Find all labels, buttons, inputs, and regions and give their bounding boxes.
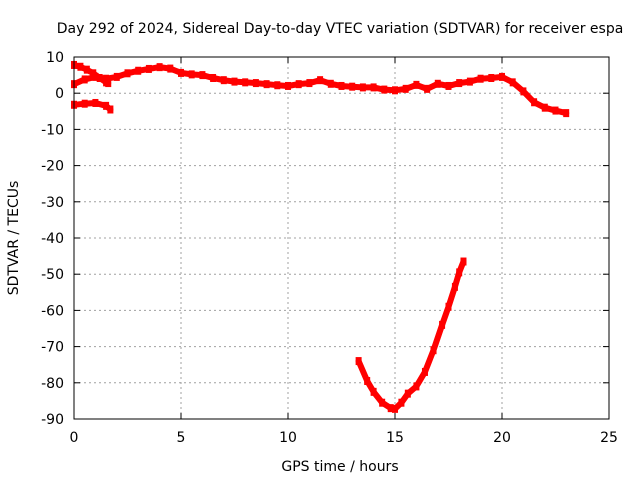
series-layer <box>71 60 570 413</box>
y-tick-label: -70 <box>41 340 64 356</box>
data-point <box>477 74 484 83</box>
x-tick-label: 0 <box>70 430 79 446</box>
x-tick-label: 20 <box>493 430 511 446</box>
chart-title: Day 292 of 2024, Sidereal Day-to-day VTE… <box>57 21 624 37</box>
data-point <box>103 101 110 110</box>
data-point <box>392 86 398 95</box>
data-point <box>295 80 302 89</box>
data-point <box>499 72 505 81</box>
data-point <box>327 79 334 88</box>
data-point <box>359 83 366 92</box>
data-point <box>338 81 345 90</box>
data-point <box>451 282 458 291</box>
x-axis-label: GPS time / hours <box>281 459 398 475</box>
data-point <box>509 78 516 87</box>
data-point <box>156 63 163 72</box>
data-point <box>355 357 362 366</box>
data-point <box>445 81 452 90</box>
data-point <box>421 367 428 376</box>
y-tick-label: -20 <box>41 159 64 175</box>
x-tick-label: 5 <box>177 430 186 446</box>
data-point <box>439 320 446 329</box>
data-point <box>379 398 386 407</box>
data-point <box>105 79 112 88</box>
data-point <box>434 79 441 88</box>
data-point <box>381 85 388 94</box>
data-point <box>552 106 559 115</box>
data-point <box>413 80 420 89</box>
data-point <box>456 268 463 277</box>
data-point <box>103 74 110 83</box>
series-satellite-track-2 <box>71 63 570 118</box>
data-point <box>242 78 249 87</box>
data-point <box>135 66 142 75</box>
y-tick-label: -80 <box>41 376 64 392</box>
data-point <box>92 72 99 81</box>
data-point <box>402 84 409 93</box>
data-point <box>199 71 206 80</box>
data-point <box>466 77 473 86</box>
data-point <box>252 79 259 88</box>
data-point <box>563 109 570 118</box>
data-point <box>404 389 411 398</box>
data-point <box>531 98 538 107</box>
data-point <box>188 70 195 79</box>
data-point <box>263 80 270 89</box>
data-point <box>364 376 371 385</box>
data-point <box>460 257 467 266</box>
x-tick-label: 25 <box>600 430 618 446</box>
data-point <box>520 87 527 96</box>
data-point <box>306 79 313 88</box>
data-point <box>392 404 398 413</box>
data-point <box>220 76 227 85</box>
data-point <box>81 75 88 84</box>
y-tick-label: -50 <box>41 267 64 283</box>
data-point <box>167 64 174 73</box>
y-tick-label: -30 <box>41 195 64 211</box>
tick-label-layer: 0 5 10 15 20 25 10 0 -10 -20 -30 -40 -50 -60 -70 -80 -90 <box>41 50 618 446</box>
data-point <box>456 79 463 88</box>
data-point <box>445 302 452 311</box>
data-point <box>541 103 548 112</box>
data-point <box>113 72 120 81</box>
data-point <box>413 382 420 391</box>
data-point <box>349 82 356 91</box>
y-tick-label: -40 <box>41 231 64 247</box>
data-point <box>210 73 217 82</box>
y-tick-label: -10 <box>41 122 64 138</box>
data-point <box>107 105 114 114</box>
data-point <box>370 83 377 92</box>
data-point <box>124 69 131 78</box>
data-point <box>77 62 84 71</box>
y-tick-label: 10 <box>46 50 64 66</box>
data-point <box>274 81 281 90</box>
data-point <box>92 98 99 107</box>
series-satellite-track-4 <box>355 257 467 413</box>
x-tick-label: 15 <box>386 430 404 446</box>
data-point <box>83 65 90 74</box>
data-point <box>317 76 324 85</box>
data-point <box>424 84 431 93</box>
series-line <box>355 258 467 412</box>
data-point <box>370 387 377 396</box>
data-point <box>231 77 238 86</box>
data-point <box>81 99 88 108</box>
y-tick-label: -60 <box>41 303 64 319</box>
data-point <box>178 68 184 77</box>
y-tick-label: -90 <box>41 412 64 428</box>
data-point <box>398 398 405 407</box>
data-point <box>430 346 437 355</box>
data-point <box>285 81 291 90</box>
grid-layer <box>74 57 609 419</box>
plot-area-border <box>73 56 610 420</box>
data-point <box>387 404 394 413</box>
x-tick-label: 10 <box>279 430 297 446</box>
y-axis-label: SDTVAR / TECUs <box>6 181 22 296</box>
data-point <box>145 64 152 73</box>
y-tick-label: 0 <box>55 86 64 102</box>
data-point <box>488 73 495 82</box>
